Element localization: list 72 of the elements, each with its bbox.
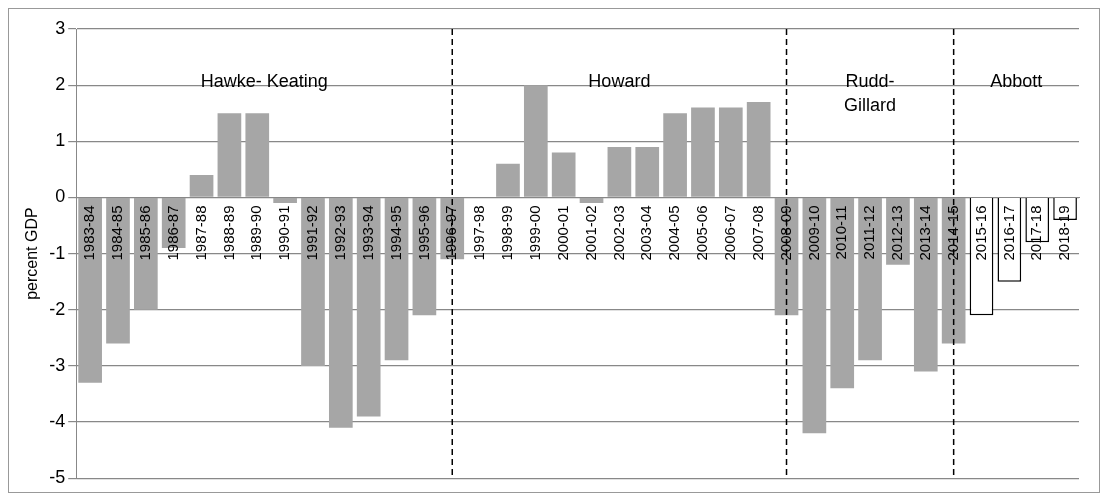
x-tick-label: 2016-17 (999, 205, 1017, 261)
bar (663, 113, 687, 197)
y-tick-label: 0 (55, 186, 66, 207)
x-tick-label: 2000-01 (553, 205, 571, 261)
x-tick-label: 2009-10 (804, 205, 822, 261)
bar (858, 198, 882, 361)
annotation: Rudd- Gillard (844, 70, 897, 115)
x-tick-label: 1990-91 (275, 205, 293, 261)
bar (802, 198, 827, 434)
x-tick-label: 2007-08 (748, 205, 766, 261)
y-tick-label: 3 (55, 17, 66, 38)
x-tick-label: 2013-14 (915, 205, 933, 261)
x-tick-label: 1983-84 (80, 205, 98, 261)
y-tick-label: -2 (49, 298, 66, 319)
bar (189, 174, 214, 197)
x-tick-label: 2006-07 (720, 205, 738, 261)
x-tick-label: 1998-99 (498, 205, 516, 261)
annotation: Abbott (990, 70, 1043, 91)
bar (245, 113, 270, 197)
x-tick-label: 1988-89 (219, 205, 237, 261)
bar (356, 198, 381, 417)
x-tick-label: 1996-97 (442, 205, 460, 261)
bar (301, 198, 325, 366)
bar (635, 146, 660, 197)
x-tick-label: 2003-04 (637, 205, 655, 261)
x-tick-label: 1994-95 (386, 205, 404, 261)
y-tick-label: 2 (55, 74, 66, 95)
annotation: Howard (588, 70, 651, 91)
x-tick-label: 2011-12 (860, 205, 878, 260)
x-tick-label: 2017-18 (1027, 205, 1045, 261)
bar (106, 198, 130, 344)
bar (746, 102, 771, 197)
x-tick-label: 2015-16 (971, 205, 989, 261)
bar (718, 107, 743, 197)
y-tick-label: -4 (49, 411, 66, 432)
x-tick-label: 1991-92 (303, 205, 321, 261)
bar (691, 107, 715, 197)
x-tick-label: 2001-02 (581, 205, 599, 261)
bar (523, 85, 548, 197)
bar (273, 198, 297, 204)
bar (217, 113, 242, 197)
x-tick-label: 1985-86 (135, 205, 153, 261)
y-tick-label: 1 (55, 130, 66, 151)
x-tick-label: 1989-90 (247, 205, 265, 261)
y-tick-label: -3 (49, 354, 66, 375)
x-tick-label: 1992-93 (330, 205, 348, 261)
x-tick-label: 2014-15 (943, 205, 961, 261)
bar (830, 198, 855, 389)
bar (913, 198, 938, 372)
x-tick-label: 1987-88 (191, 205, 209, 261)
x-tick-label: 2012-13 (888, 205, 906, 261)
bar (328, 198, 353, 428)
x-tick-label: 2018-19 (1055, 205, 1073, 261)
annotation: Hawke- Keating (200, 70, 328, 91)
y-axis-title: percent GDP (23, 207, 41, 300)
x-tick-label: 1984-85 (108, 205, 126, 261)
x-tick-label: 2010-11 (832, 205, 850, 260)
x-tick-label: 1997-98 (470, 205, 488, 261)
bar (607, 146, 632, 197)
x-tick-label: 2002-03 (609, 205, 627, 261)
bar (78, 198, 102, 383)
bar (579, 198, 604, 204)
y-tick-label: -1 (49, 242, 66, 263)
y-tick-label: -5 (49, 467, 66, 488)
bar (496, 163, 520, 197)
x-tick-label: 2005-06 (693, 205, 711, 261)
bar (551, 152, 576, 197)
x-tick-label: 1995-96 (414, 205, 432, 261)
x-tick-label: 2004-05 (665, 205, 683, 261)
x-tick-label: 1986-87 (163, 205, 181, 261)
x-tick-label: 1999-00 (525, 205, 543, 261)
x-tick-label: 1993-94 (358, 205, 376, 261)
